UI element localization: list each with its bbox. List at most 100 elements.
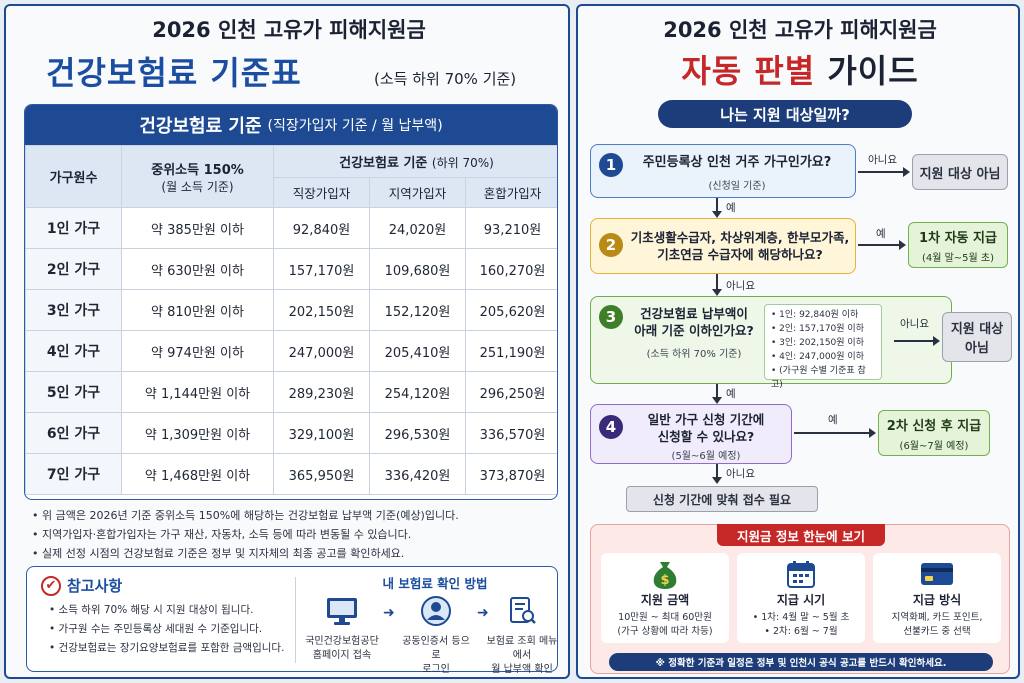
cell-employee: 289,230원: [273, 371, 370, 413]
result-not-eligible-2: 지원 대상 아님: [942, 312, 1012, 362]
reference-box: ✔ 참고사항 소득 하위 70% 해당 시 지원 대상이 됩니다. 가구원 수는…: [26, 566, 558, 675]
arrow-down: [713, 384, 721, 404]
result-first-auto-payment: 1차 자동 지급 (4월 말~5월 초): [908, 222, 1008, 268]
reference-item: 가구원 수는 주민등록상 세대원 수 기준입니다.: [49, 620, 284, 639]
cell-mixed: 93,210원: [465, 207, 557, 249]
user-badge-icon: [418, 593, 454, 629]
arrow-right: [794, 429, 876, 437]
cell-income: 약 1,309만원 이하: [121, 412, 274, 454]
cell-regional: 24,020원: [369, 207, 466, 249]
table-title: 건강보험료 기준: [139, 116, 262, 137]
cell-regional: 254,120원: [369, 371, 466, 413]
col-premium: 건강보험료 기준 (하위 70%): [273, 145, 557, 178]
table-row: 6인 가구 약 1,309만원 이하 329,100원 296,530원 336,570…: [25, 412, 557, 454]
question-2-box: 2 기초생활수급자, 차상위계층, 한부모가족, 기초연금 수급자에 해당하나요…: [590, 218, 856, 274]
checkmark-icon: ✔: [41, 575, 61, 596]
result-not-eligible: 지원 대상 아님: [912, 154, 1008, 190]
table-notes: 위 금액은 2026년 기준 중위소득 150%에 해당하는 건강보험료 납부액…: [32, 506, 459, 563]
note-item: 지역가입자·혼합가입자는 가구 재산, 자동차, 소득 등에 따라 변동될 수 …: [32, 525, 459, 544]
question-2-line2: 기초연금 수급자에 해당하나요?: [657, 247, 823, 262]
col-employee: 직장가입자: [273, 177, 370, 208]
col-household: 가구원수: [25, 145, 122, 208]
cell-household: 3인 가구: [25, 289, 122, 331]
note-item: 위 금액은 2026년 기준 중위소득 150%에 해당하는 건강보험료 납부액…: [32, 506, 459, 525]
how-step-text: 홈페이지 접속: [312, 650, 372, 661]
how-to-check-title: 내 보험료 확인 방법: [382, 576, 488, 591]
reference-item: 소득 하위 70% 해당 시 지원 대상이 됩니다.: [49, 601, 284, 620]
cell-employee: 365,950원: [273, 453, 370, 495]
question-1-box: 1 주민등록상 인천 거주 가구인가요? (신청일 기준): [590, 144, 856, 198]
cell-regional: 205,410원: [369, 330, 466, 372]
cell-household: 1인 가구: [25, 207, 122, 249]
arrow-right-icon: ➜: [477, 605, 489, 621]
label-no: 아니요: [726, 280, 755, 292]
question-3-sub: (소득 하위 70% 기준): [646, 349, 742, 360]
table-row: 7인 가구 약 1,468만원 이하 365,950원 336,420원 373,870…: [25, 453, 557, 495]
col-premium-label: 건강보험료 기준: [339, 156, 428, 171]
result-second-payment: 2차 신청 후 지급 (6월~7월 예정): [878, 410, 990, 456]
arrow-down: [713, 464, 721, 484]
result-title: 2차 신청 후 지급: [886, 418, 982, 434]
money-bag-icon: $: [601, 557, 729, 591]
cell-income: 약 810만원 이하: [121, 289, 274, 331]
label-yes: 예: [726, 388, 736, 400]
cell-employee: 157,170원: [273, 248, 370, 290]
cell-mixed: 251,190원: [465, 330, 557, 372]
cell-employee: 202,150원: [273, 289, 370, 331]
card-line: • 2차: 6월 ~ 7월: [764, 626, 838, 637]
criteria-item: • (가구원 수별 기준표 참고): [771, 366, 866, 390]
right-title-red: 자동 판별: [681, 52, 816, 90]
label-yes: 예: [876, 228, 886, 240]
question-1-sub: (신청일 기준): [708, 181, 766, 192]
how-step-text: 국민건강보험공단: [305, 636, 379, 647]
info-card-method: 지급 방식 지역화폐, 카드 포인트, 선불카드 중 선택: [873, 553, 1001, 643]
criteria-item: • 3인: 202,150원 이하: [771, 338, 864, 348]
result-text: 지원 대상 아님: [919, 166, 1001, 182]
question-3-line1: 건강보험료 납부액이: [640, 306, 748, 321]
criteria-item: • 1인: 92,840원 이하: [771, 310, 859, 320]
cell-regional: 109,680원: [369, 248, 466, 290]
question-4-line2: 신청할 수 있나요?: [657, 429, 755, 444]
cell-household: 2인 가구: [25, 248, 122, 290]
reference-title: ✔ 참고사항: [41, 575, 122, 596]
calendar-icon: [737, 557, 865, 591]
cell-regional: 296,530원: [369, 412, 466, 454]
cell-mixed: 160,270원: [465, 248, 557, 290]
cell-income: 약 1,468만원 이하: [121, 453, 274, 495]
cell-income: 약 974만원 이하: [121, 330, 274, 372]
arrow-down: [713, 198, 721, 218]
guide-question-pill: 나는 지원 대상일까?: [658, 100, 912, 128]
right-title-line2: 자동 판별 가이드: [578, 46, 1018, 92]
question-2-text: 기초생활수급자, 차상위계층, 한부모가족, 기초연금 수급자에 해당하나요?: [627, 229, 853, 263]
card-line: 지역화폐, 카드 포인트,: [891, 612, 983, 623]
card-icon: [873, 557, 1001, 591]
cell-household: 5인 가구: [25, 371, 122, 413]
question-3-line2: 아래 기준 이하인가요?: [634, 323, 754, 338]
arrow-right: [858, 168, 910, 176]
premium-grid: 가구원수 중위소득 150% (월 소득 기준) 건강보험료 기준 (하위 70…: [25, 145, 557, 495]
criteria-item: • 2인: 157,170원 이하: [771, 324, 864, 334]
cell-household: 6인 가구: [25, 412, 122, 454]
premium-table-panel: 2026 인천 고유가 피해지원금 건강보험료 기준표 (소득 하위 70% 기…: [4, 4, 570, 679]
cell-mixed: 336,570원: [465, 412, 557, 454]
criteria-item: • 4인: 247,000원 이하: [771, 352, 864, 362]
col-income-label: 중위소득 150%: [151, 162, 244, 178]
arrow-down: [713, 274, 721, 296]
cell-income: 약 1,144만원 이하: [121, 371, 274, 413]
question-4-text: 일반 가구 신청 기간에 신청할 수 있나요?: [625, 411, 787, 445]
left-title-note: (소득 하위 70% 기준): [374, 70, 517, 88]
table-header: 건강보험료 기준 (직장가입자 기준 / 월 납부액): [25, 105, 557, 145]
left-title-line1: 2026 인천 고유가 피해지원금: [152, 18, 426, 42]
svg-text:$: $: [660, 573, 669, 588]
info-card-amount: $ 지원 금액 10만원 ~ 최대 60만원 (가구 상황에 따라 차등): [601, 553, 729, 643]
note-item: 실제 선정 시점의 건강보험료 기준은 정부 및 지자체의 최종 공고를 확인하…: [32, 544, 459, 563]
eligibility-guide-panel: 2026 인천 고유가 피해지원금 자동 판별 가이드 나는 지원 대상일까? …: [576, 4, 1020, 679]
cell-income: 약 630만원 이하: [121, 248, 274, 290]
step-number-badge: 2: [599, 233, 623, 257]
arrow-right: [858, 241, 906, 249]
table-row: 2인 가구 약 630만원 이하 157,170원 109,680원 160,270원: [25, 248, 557, 290]
right-title-dark: 가이드: [827, 52, 919, 90]
step-number-badge: 3: [599, 305, 623, 329]
card-line: • 1차: 4월 말 ~ 5월 초: [752, 612, 850, 623]
table-title-sub: (직장가입자 기준 / 월 납부액): [267, 118, 443, 134]
